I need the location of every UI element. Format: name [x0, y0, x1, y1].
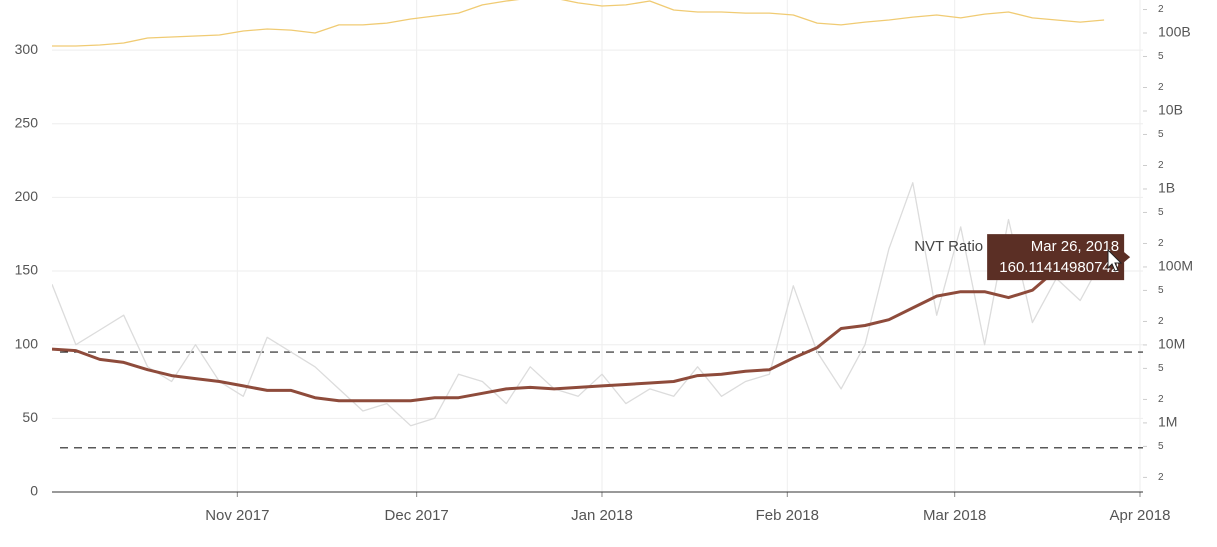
y-tick-label: 200: [15, 188, 39, 204]
y-tick-label: 300: [15, 41, 39, 57]
plot-area: [52, 0, 1143, 449]
series-line: [52, 254, 1105, 403]
y2-tick-label: 2: [1158, 160, 1164, 171]
series-line: [52, 182, 1105, 427]
y2-tick-label: 10M: [1158, 336, 1185, 352]
y2-tick-label: 5: [1158, 51, 1164, 62]
y2-tick-label: 5: [1158, 207, 1164, 218]
y2-tick-label: 2: [1158, 82, 1164, 93]
y2-tick-label: 1M: [1158, 414, 1177, 430]
y2-tick-label: 1B: [1158, 180, 1175, 196]
grid: [52, 0, 1143, 493]
tooltip: Mar 26, 2018 160.11414980742 NVT Ratio: [914, 234, 1131, 281]
tooltip-box: [987, 234, 1131, 281]
tooltip-series-name: NVT Ratio: [914, 238, 983, 255]
series-line: [52, 0, 1105, 47]
x-tick-label: Mar 2018: [923, 507, 986, 524]
y2-tick-label: 5: [1158, 285, 1164, 296]
x-tick-label: Dec 2017: [385, 507, 449, 524]
y2-tick-label: 2: [1158, 472, 1164, 483]
y2-tick-label: 100B: [1158, 24, 1191, 40]
x-tick-label: Feb 2018: [756, 507, 819, 524]
cursor: [1107, 248, 1123, 272]
y2-tick-label: 5: [1158, 441, 1164, 452]
tooltip-value: 160.11414980742: [999, 259, 1119, 276]
y2-tick-label: 2: [1158, 238, 1164, 249]
y-tick-label: 100: [15, 335, 39, 351]
x-tick-label: Nov 2017: [205, 507, 269, 524]
y2-tick-label: 10B: [1158, 102, 1183, 118]
y-tick-label: 0: [30, 483, 38, 499]
y-tick-label: 50: [22, 409, 38, 425]
x-tick-label: Apr 2018: [1110, 507, 1171, 524]
tooltip-date: Mar 26, 2018: [1031, 238, 1119, 255]
y2-tick-label: 2: [1158, 394, 1164, 405]
y2-tick-label: 5: [1158, 129, 1164, 140]
y-tick-label: 250: [15, 114, 39, 130]
y2-tick-label: 100M: [1158, 258, 1193, 274]
y2-tick-label: 2: [1158, 316, 1164, 327]
y2-tick-label: 2: [1158, 4, 1164, 15]
y-tick-label: 150: [15, 262, 39, 278]
axes: 0 50 100 150 200 250 300 2 5 1M 2 5 10M 2 5 100M 2 5 1B 2 5 1…: [15, 4, 1193, 524]
y2-tick-label: 5: [1158, 363, 1164, 374]
x-tick-label: Jan 2018: [571, 507, 633, 524]
